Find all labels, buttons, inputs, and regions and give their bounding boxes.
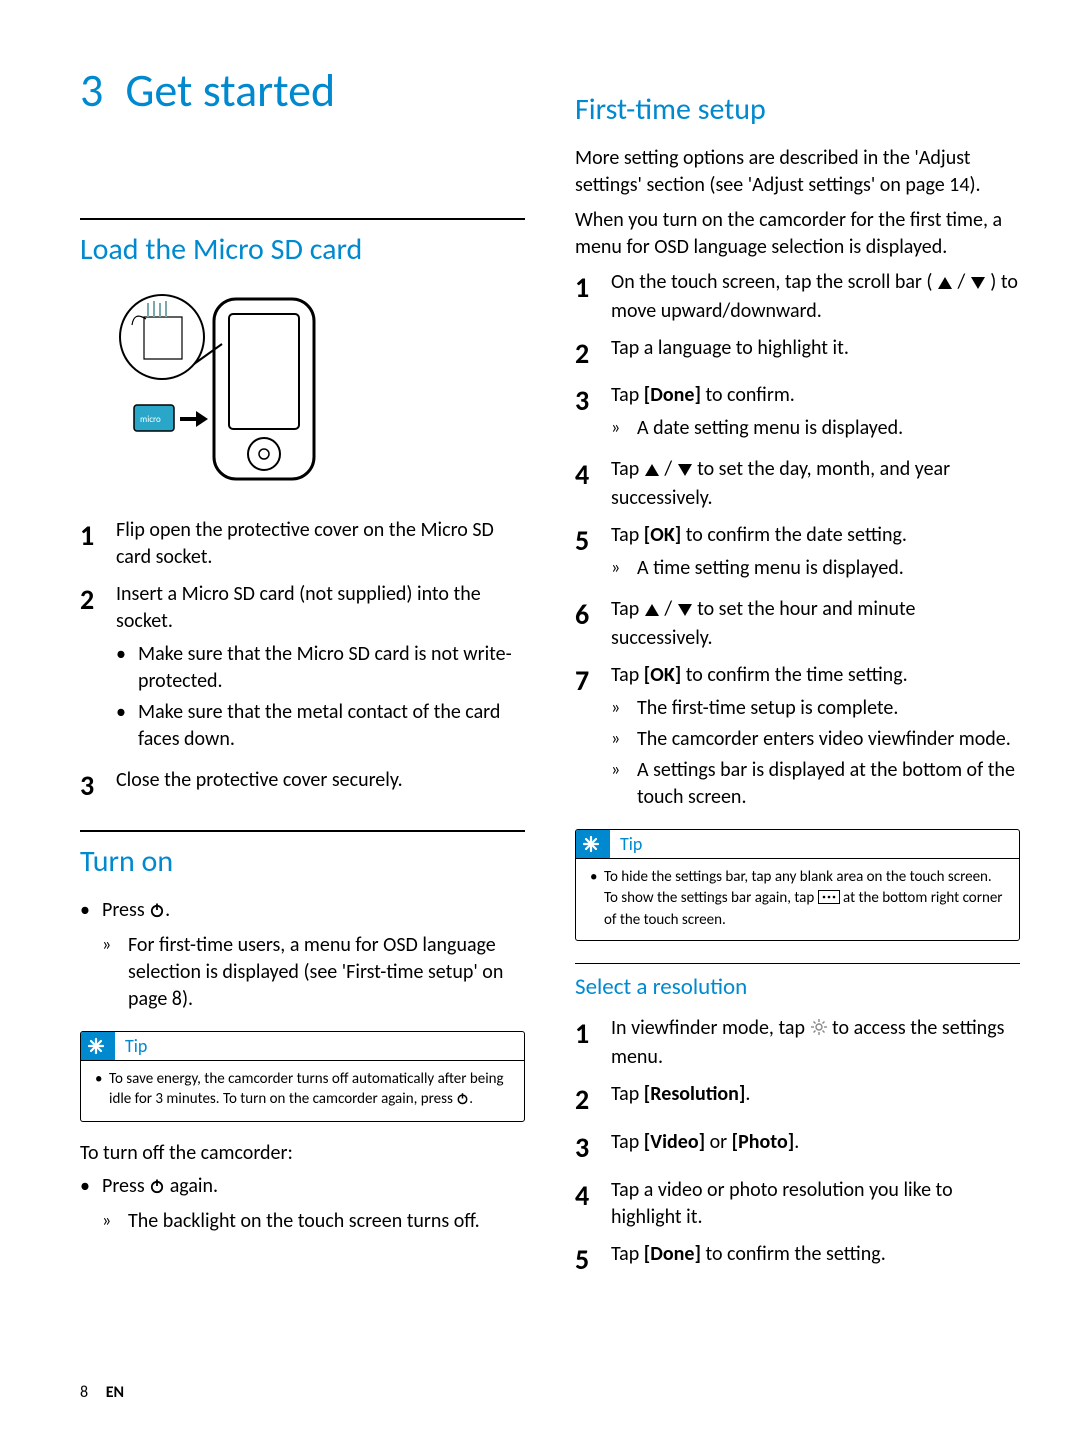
step-text: Insert a Micro SD card (not supplied) in… <box>116 582 481 633</box>
turn-on-list: • Press . »For first-time users, a menu … <box>80 897 525 1017</box>
step-text: Flip open the protective cover on the Mi… <box>116 518 494 569</box>
tip-box: Tip •To save energy, the camcorder turns… <box>80 1031 525 1123</box>
result-text: The backlight on the touch screen turns … <box>128 1208 480 1235</box>
section-first-time-title: First-time setup <box>575 90 1020 131</box>
turn-off-heading: To turn off the camcorder: <box>80 1140 525 1167</box>
chapter-number: 3 <box>80 60 103 122</box>
step: 2 Insert a Micro SD card (not supplied) … <box>80 581 525 757</box>
asterisk-icon <box>85 1035 107 1057</box>
chapter-title: Get started <box>125 60 335 122</box>
menu-dots-icon <box>818 890 840 910</box>
triangle-down-icon <box>677 458 693 485</box>
step-number: 3 <box>80 767 116 805</box>
power-icon <box>149 1175 165 1202</box>
bullet-text: Make sure that the Micro SD card is not … <box>138 641 525 695</box>
left-column: 3Get started Load the Micro SD card m <box>80 60 525 1288</box>
turn-off-list: • Press again. »The backlight on the tou… <box>80 1173 525 1239</box>
page-footer: 8 EN <box>80 1382 124 1404</box>
bullet-text: Make sure that the metal contact of the … <box>138 699 525 753</box>
gear-icon <box>810 1017 828 1044</box>
result-text: For first-time users, a menu for OSD lan… <box>128 932 525 1013</box>
step-number: 1 <box>80 517 116 571</box>
intro-text: More setting options are described in th… <box>575 145 1020 199</box>
tip-text: To save energy, the camcorder turns off … <box>109 1070 504 1108</box>
step: 1 Flip open the protective cover on the … <box>80 517 525 571</box>
step-number: 2 <box>80 581 116 757</box>
section-turn-on-title: Turn on <box>80 830 525 883</box>
page-number: 8 <box>80 1383 88 1402</box>
tip-label: Tip <box>620 832 642 856</box>
chapter-header: 3 Get started <box>80 60 525 122</box>
triangle-down-icon <box>970 271 986 298</box>
right-column: First-time setup More setting options ar… <box>575 60 1020 1288</box>
tip-label: Tip <box>125 1034 147 1058</box>
triangle-down-icon <box>677 598 693 625</box>
setup-steps: 1 On the touch screen, tap the scroll ba… <box>575 269 1020 816</box>
tip-box: Tip •To hide the settings bar, tap any b… <box>575 829 1020 941</box>
step-text: Close the protective cover securely. <box>116 768 403 792</box>
section-load-sd-title: Load the Micro SD card <box>80 218 525 271</box>
asterisk-icon <box>580 833 602 855</box>
section-resolution-title: Select a resolution <box>575 963 1020 1003</box>
triangle-up-icon <box>644 458 660 485</box>
power-icon <box>149 899 165 926</box>
resolution-steps: 1 In viewfinder mode, tap to access the … <box>575 1015 1020 1278</box>
step: 3 Close the protective cover securely. <box>80 767 525 805</box>
power-icon <box>456 1091 469 1111</box>
sd-steps: 1 Flip open the protective cover on the … <box>80 517 525 805</box>
triangle-up-icon <box>644 598 660 625</box>
svg-text:micro: micro <box>140 414 161 425</box>
triangle-up-icon <box>937 271 953 298</box>
lang-code: EN <box>106 1383 124 1402</box>
sd-card-diagram: micro <box>104 289 525 497</box>
press-text: Press <box>102 898 149 922</box>
intro-text: When you turn on the camcorder for the f… <box>575 207 1020 261</box>
